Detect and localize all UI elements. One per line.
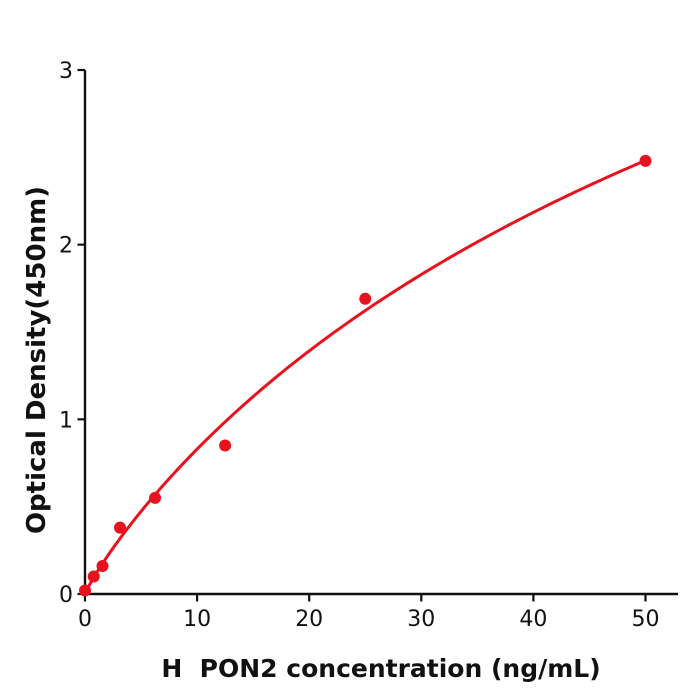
- data-point: [87, 570, 100, 583]
- y-tick-label: 3: [59, 59, 73, 84]
- data-point: [219, 439, 232, 452]
- data-point: [114, 521, 127, 534]
- x-ticks-group: 0 10 20 30 40 50: [78, 594, 660, 632]
- data-points-group: [79, 154, 652, 597]
- x-tick-label: 30: [407, 607, 435, 632]
- data-point: [149, 491, 162, 504]
- data-point: [96, 560, 109, 573]
- y-ticks-group: 0 1 2 3: [59, 59, 85, 608]
- x-tick-label: 50: [632, 607, 660, 632]
- y-axis-title: Optical Density(450nm): [22, 186, 52, 534]
- data-point: [639, 154, 652, 167]
- data-point: [359, 292, 372, 305]
- x-axis-title: H PON2 concentration (ng/mL): [161, 654, 600, 683]
- x-tick-label: 20: [295, 607, 323, 632]
- fitted-curve-line: [83, 158, 647, 596]
- data-point: [79, 584, 91, 597]
- y-tick-label: 1: [59, 408, 73, 433]
- x-tick-label: 10: [183, 607, 211, 632]
- y-tick-label: 0: [59, 583, 73, 608]
- x-tick-label: 40: [519, 607, 547, 632]
- x-tick-label: 0: [78, 607, 92, 632]
- y-tick-label: 2: [59, 234, 73, 259]
